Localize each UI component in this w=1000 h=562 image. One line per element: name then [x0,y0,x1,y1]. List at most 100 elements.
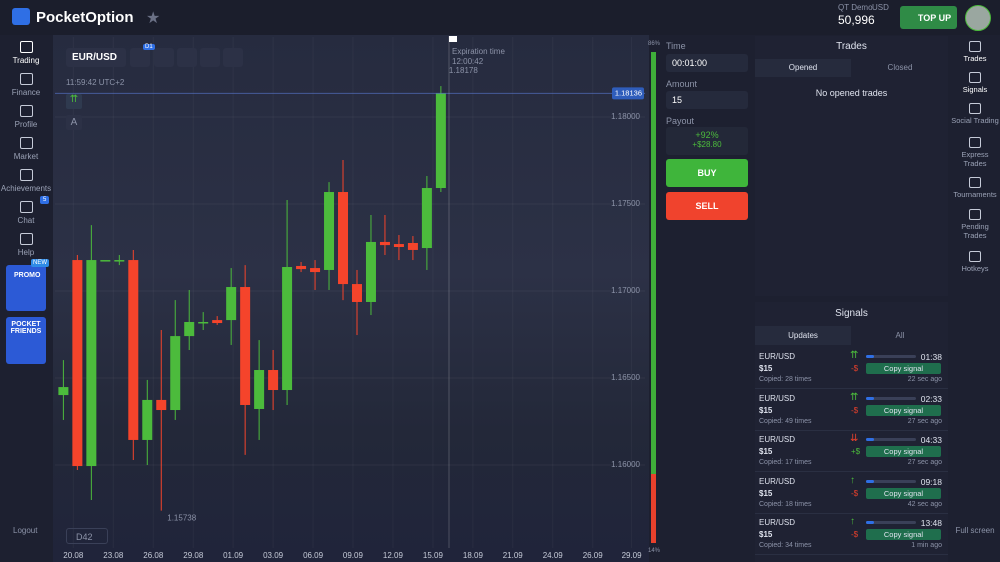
price-tag [612,87,644,100]
top-up-button[interactable]: TOP UP [900,6,957,29]
copy-signal-label: Copy signal [883,405,924,415]
nav-label: Hotkeys [961,264,989,273]
signal-arrow: ⇊ [850,433,859,445]
nav-label: Chat [17,216,35,225]
nav-label: Finance [11,88,41,97]
signal-ago: 42 sec ago [907,500,942,508]
signal-result: -$ [851,488,859,498]
payout-amount: +$28.80 [692,140,722,149]
drawing-button[interactable] [177,48,197,67]
copy-signal-button[interactable]: Copy signal [866,529,941,541]
tab[interactable]: All [895,331,905,340]
copy-signal-button[interactable]: Copy signal [866,404,941,416]
time-input[interactable]: 00:01:00 [666,54,748,72]
auto-button[interactable]: A [66,115,82,130]
nav-item[interactable]: Trading [0,39,52,69]
signal-amount: $15 [759,488,773,498]
signals-title: Signals [835,308,868,319]
balance[interactable]: 50,996 [838,13,875,27]
payout-percent: +92% [695,130,719,140]
pair-select[interactable]: EUR/USD [66,48,126,67]
tab[interactable]: Updates [755,326,851,345]
x-tick-label: 06.09 [303,551,324,560]
nav-icon [969,41,981,52]
nav-label: Trading [12,56,40,65]
candle-body [351,284,362,302]
nav-item[interactable]: Finance [0,71,52,101]
nav-item[interactable]: Tournaments [950,175,1000,207]
zoom-select[interactable]: D42 [66,528,108,544]
nav-label: Pending Trades [961,222,989,240]
nav-icon [969,72,981,83]
copy-signal-button[interactable]: Copy signal [866,446,941,458]
tab[interactable]: Closed [887,63,913,72]
signal-copied: Copied: 49 times [759,417,812,425]
copy-signal-button[interactable]: Copy signal [866,487,941,499]
nav-icon [20,105,33,117]
signal-copied: Copied: 17 times [759,459,812,467]
nav-item[interactable]: Profile [0,103,52,133]
nav-item[interactable]: Pending Trades [950,207,1000,240]
empty-message: No opened trades [815,88,888,98]
signal-ago: 27 sec ago [907,459,942,467]
x-tick-label: 20.08 [63,551,84,560]
copy-signal-label: Copy signal [883,488,924,498]
favorite-star[interactable]: ★ [146,10,161,27]
nav-item[interactable]: Achievements [0,167,52,197]
x-tick-label: 29.09 [622,551,643,560]
nav-item[interactable]: Chat [0,199,52,229]
signal-arrow: ↑ [850,516,855,528]
nav-icon [20,233,33,245]
nav-item[interactable]: Hotkeys [950,249,1000,281]
layout-button[interactable] [223,48,243,67]
sentiment-bar [651,474,656,543]
signal-result: -$ [851,364,859,373]
y-tick-label: 1.17000 [611,286,640,295]
candle-body [212,320,223,324]
x-tick-label: 26.09 [583,551,604,560]
tab[interactable]: Opened [755,59,851,77]
left-nav: PROMO NEW POCKET FRIENDS Logout Trading F… [0,35,52,562]
signal-row: EUR/USD $15 Copied: 17 times ⇊ +$ 04:33 Copy s… [755,431,948,473]
nav-item[interactable]: Express Trades [950,135,1000,168]
nav-item[interactable]: Trades [950,39,1000,71]
copy-signal-label: Copy signal [883,447,924,457]
sell-button[interactable]: SELL [666,192,748,220]
sentiment-label: 14% [648,548,661,554]
fullscreen[interactable]: Full screen [955,526,995,535]
nav-label: Trades [963,54,987,63]
signal-arrow: ⇈ [850,391,859,403]
signal-arrow: ↑ [850,474,855,486]
sentiment-bar [651,52,656,475]
signal-toggle[interactable]: ⇈ [66,94,82,109]
nav-icon [20,201,33,213]
sentiment-label: 86% [648,41,661,47]
amount-input[interactable]: 15 [666,91,748,109]
buy-button[interactable]: BUY [666,159,748,187]
signal-time: 04:33 [920,435,942,446]
candle-body [184,321,195,337]
copy-signal-button[interactable]: Copy signal [866,363,941,374]
nav-icon [969,103,981,114]
line-button[interactable] [200,48,220,67]
candle-body [268,370,279,391]
signal-row: EUR/USD $15 Copied: 18 times ↑ -$ 09:18 Copy s… [755,473,948,514]
signal-pair: EUR/USD [759,393,796,403]
promo-card[interactable]: PROMO NEW [6,259,49,311]
indicators-button[interactable] [154,48,174,67]
logo [12,8,30,25]
avatar[interactable] [965,5,991,31]
y-tick-label: 1.17500 [611,199,640,208]
nav-item[interactable]: Social Trading [950,101,1000,133]
timeframe-button[interactable]: D1 [130,44,155,67]
nav-item[interactable]: Signals [950,70,1000,102]
logout[interactable]: Logout [13,526,38,535]
signal-amount: $15 [759,447,773,457]
candle-body [296,265,307,270]
nav-item[interactable]: Market [0,135,52,165]
friends-card[interactable]: POCKET FRIENDS [6,317,46,364]
signal-row: EUR/USD $15 Copied: 28 times ⇈ -$ 01:38 Copy s… [755,348,948,389]
signal-amount: $15 [759,530,773,540]
nav-item[interactable]: Help [0,231,52,261]
trades-title: Trades [836,41,867,52]
